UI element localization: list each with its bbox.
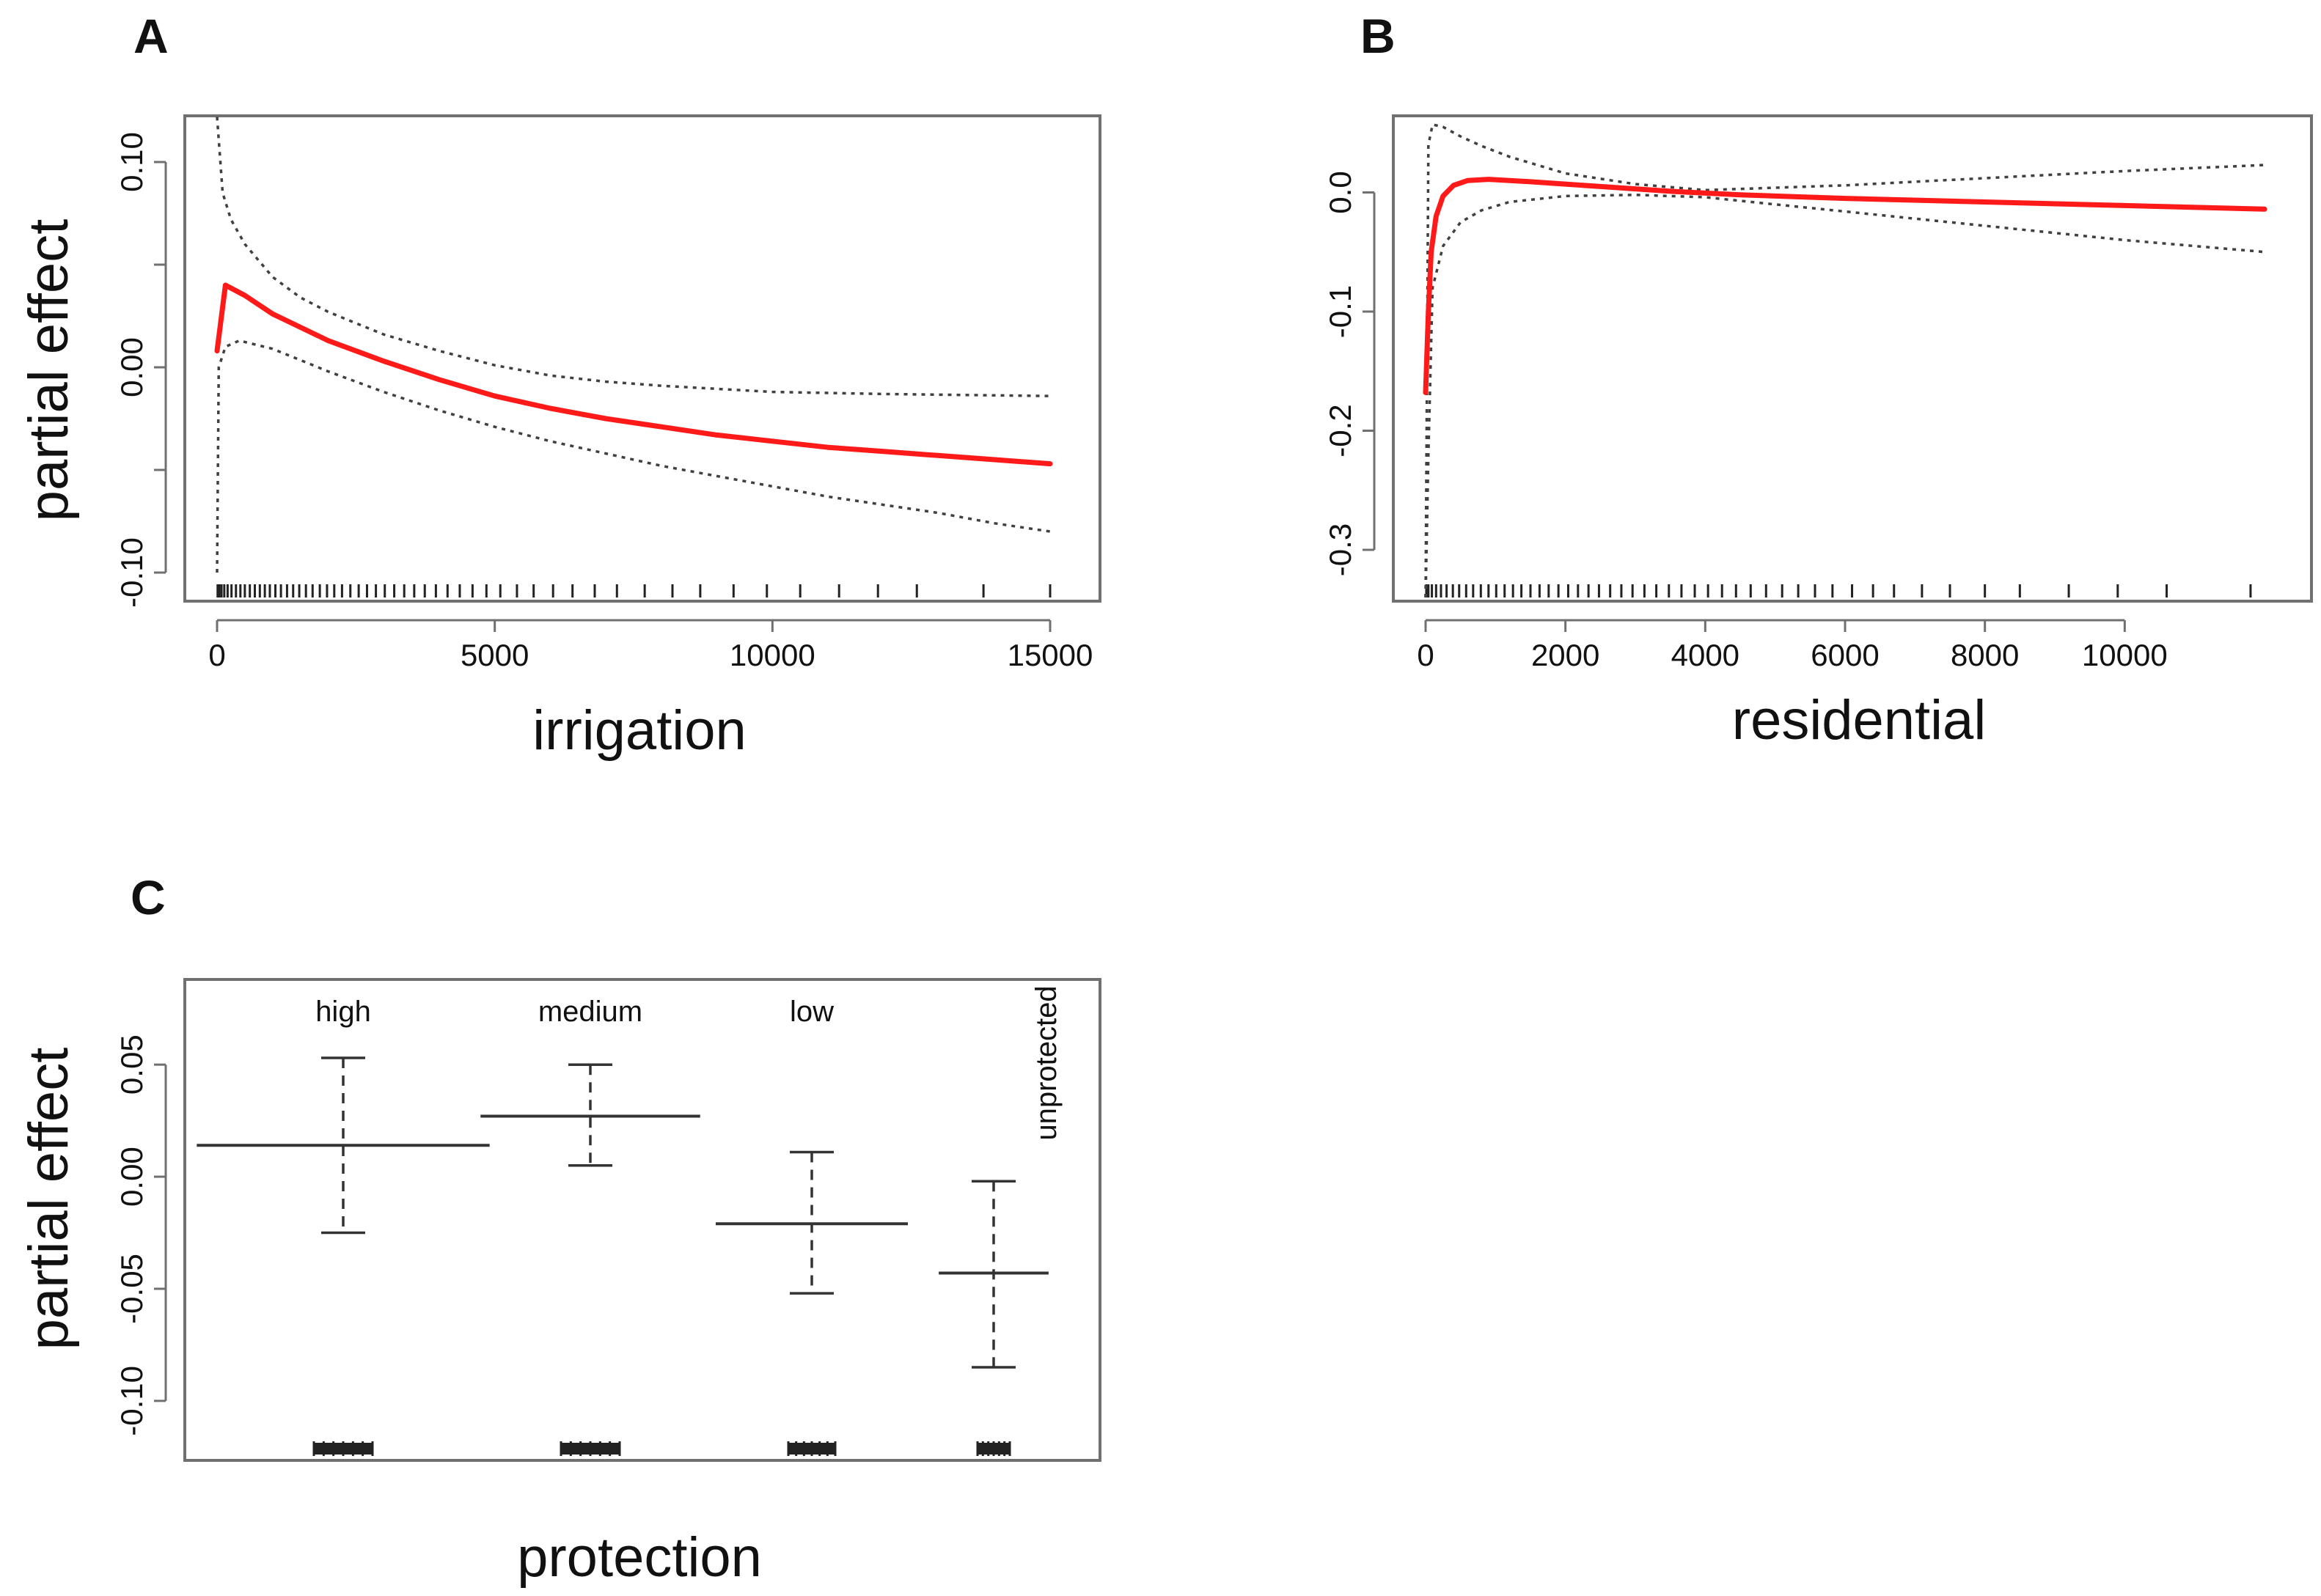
c-rug-block-high: [314, 1443, 373, 1455]
c-category-label: high: [315, 996, 371, 1028]
panel-b-plot-frame: [1392, 114, 2313, 603]
panel-a-upper-ci-line: [216, 117, 1051, 397]
panel-c-y-axis-title: partial effect: [18, 1048, 80, 1350]
panel-c-y-axis: -0.10 -0.05 0.00 0.05: [114, 1034, 167, 1436]
a-x-tick-label: 5000: [461, 638, 529, 672]
b-y-tick-label: -0.2: [1323, 404, 1357, 457]
panel-c-protection: -0.10 -0.05 0.00 0.05 high medium low unprotec…: [18, 978, 1101, 1589]
c-rug-block-unprotected: [978, 1443, 1010, 1455]
panel-letter-c: C: [131, 870, 166, 924]
panel-c-category-labels: high medium low unprotected: [315, 985, 1063, 1140]
b-y-tick-label: 0.0: [1323, 171, 1357, 213]
panel-c-rug: [312, 1441, 1011, 1456]
panel-a-x-axis-title: irrigation: [532, 699, 746, 762]
panel-a-x-axis: 0 5000 10000 15000: [208, 619, 1093, 672]
c-rug-block-medium: [561, 1443, 620, 1455]
panel-b-x-axis-title: residential: [1732, 689, 1986, 751]
b-y-tick-label: -0.1: [1323, 285, 1357, 338]
panel-c-plot-frame: [183, 978, 1101, 1462]
c-y-tick-label: 0.05: [114, 1034, 149, 1095]
panel-c-x-axis-title: protection: [517, 1526, 762, 1589]
panel-a-rug: [216, 584, 1052, 597]
b-x-tick-label: 4000: [1671, 638, 1739, 672]
a-y-tick-label: -0.10: [114, 537, 149, 608]
a-y-tick-label: 0.10: [114, 132, 149, 192]
panel-b-y-axis: -0.3 -0.2 -0.1 0.0: [1323, 171, 1376, 576]
a-x-tick-label: 15000: [1008, 638, 1093, 672]
panel-c-error-bars: [197, 1056, 1049, 1369]
panel-a-plot-frame: [183, 114, 1101, 603]
b-y-tick-label: -0.3: [1323, 523, 1357, 576]
b-x-tick-label: 8000: [1951, 638, 2019, 672]
panel-b-residential: 0 2000 4000 6000 8000 10000 -0.3 -0.2 -0.1 0.0 r…: [1323, 114, 2313, 751]
panel-a-fit-line: [214, 282, 1053, 467]
panel-b-upper-ci-line: [1424, 122, 2265, 598]
panel-b-rug: [1425, 584, 2252, 597]
c-y-tick-label: -0.10: [114, 1366, 149, 1436]
c-category-label: low: [790, 996, 834, 1028]
panel-a-y-axis: -0.10 0.00 0.10: [114, 132, 167, 608]
c-y-tick-label: 0.00: [114, 1147, 149, 1207]
b-x-tick-label: 0: [1417, 638, 1434, 672]
b-x-tick-label: 6000: [1811, 638, 1879, 672]
c-category-label: medium: [538, 996, 642, 1028]
c-rug-block-low: [788, 1443, 835, 1455]
a-y-tick-label: 0.00: [114, 337, 149, 397]
panel-b-lower-ci-line: [1424, 194, 2265, 598]
panel-a-lower-ci-line: [216, 339, 1051, 573]
panel-a-irrigation: 0 5000 10000 15000 -0.10 0.00 0.10 irrigation…: [18, 114, 1101, 762]
c-category-label: unprotected: [1030, 985, 1063, 1140]
a-x-tick-label: 10000: [730, 638, 815, 672]
b-x-tick-label: 2000: [1531, 638, 1599, 672]
a-x-tick-label: 0: [208, 638, 225, 672]
c-y-tick-label: -0.05: [114, 1254, 149, 1324]
b-x-tick-label: 10000: [2082, 638, 2168, 672]
panel-b-x-axis: 0 2000 4000 6000 8000 10000: [1417, 619, 2168, 672]
panel-letter-a: A: [133, 9, 169, 63]
panel-b-fit-line: [1423, 177, 2267, 395]
panel-a-y-axis-title: partial effect: [18, 219, 80, 522]
panel-letter-b: B: [1360, 9, 1396, 63]
